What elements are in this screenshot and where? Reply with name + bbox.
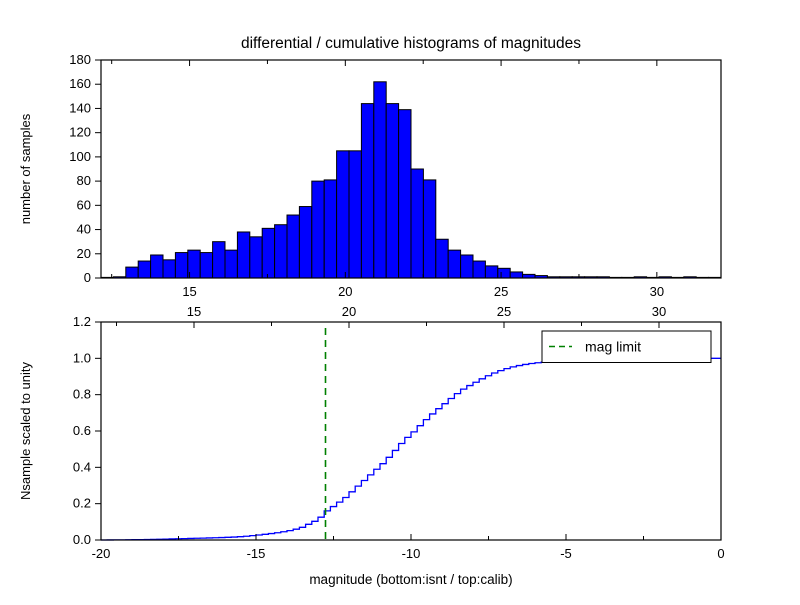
svg-text:160: 160: [69, 76, 91, 91]
svg-text:number of samples: number of samples: [18, 113, 33, 224]
svg-text:30: 30: [650, 284, 664, 299]
svg-text:0.2: 0.2: [73, 496, 91, 511]
svg-text:Nsample scaled to unity: Nsample scaled to unity: [18, 361, 33, 500]
svg-text:180: 180: [69, 52, 91, 67]
svg-text:20: 20: [338, 284, 352, 299]
svg-text:magnitude (bottom:isnt / top:c: magnitude (bottom:isnt / top:calib): [309, 572, 512, 587]
svg-text:20: 20: [77, 246, 91, 261]
svg-text:-5: -5: [560, 546, 572, 561]
svg-text:140: 140: [69, 100, 91, 115]
svg-text:1.2: 1.2: [73, 314, 91, 329]
svg-text:-10: -10: [402, 546, 421, 561]
svg-text:20: 20: [342, 304, 356, 319]
svg-text:15: 15: [182, 284, 196, 299]
svg-text:40: 40: [77, 222, 91, 237]
svg-text:25: 25: [494, 284, 508, 299]
svg-text:0.6: 0.6: [73, 423, 91, 438]
svg-text:80: 80: [77, 173, 91, 188]
svg-text:0.8: 0.8: [73, 387, 91, 402]
svg-text:15: 15: [187, 304, 201, 319]
svg-text:differential / cumulative hist: differential / cumulative histograms of …: [241, 35, 581, 52]
svg-text:0.0: 0.0: [73, 532, 91, 547]
svg-text:100: 100: [69, 149, 91, 164]
svg-text:0: 0: [717, 546, 724, 561]
svg-text:30: 30: [652, 304, 666, 319]
svg-text:0.4: 0.4: [73, 459, 91, 474]
svg-text:0: 0: [84, 270, 91, 285]
svg-text:25: 25: [497, 304, 511, 319]
svg-text:1.0: 1.0: [73, 350, 91, 365]
svg-text:-15: -15: [247, 546, 266, 561]
svg-text:60: 60: [77, 197, 91, 212]
svg-text:mag limit: mag limit: [585, 339, 641, 355]
svg-text:-20: -20: [92, 546, 111, 561]
svg-text:120: 120: [69, 125, 91, 140]
